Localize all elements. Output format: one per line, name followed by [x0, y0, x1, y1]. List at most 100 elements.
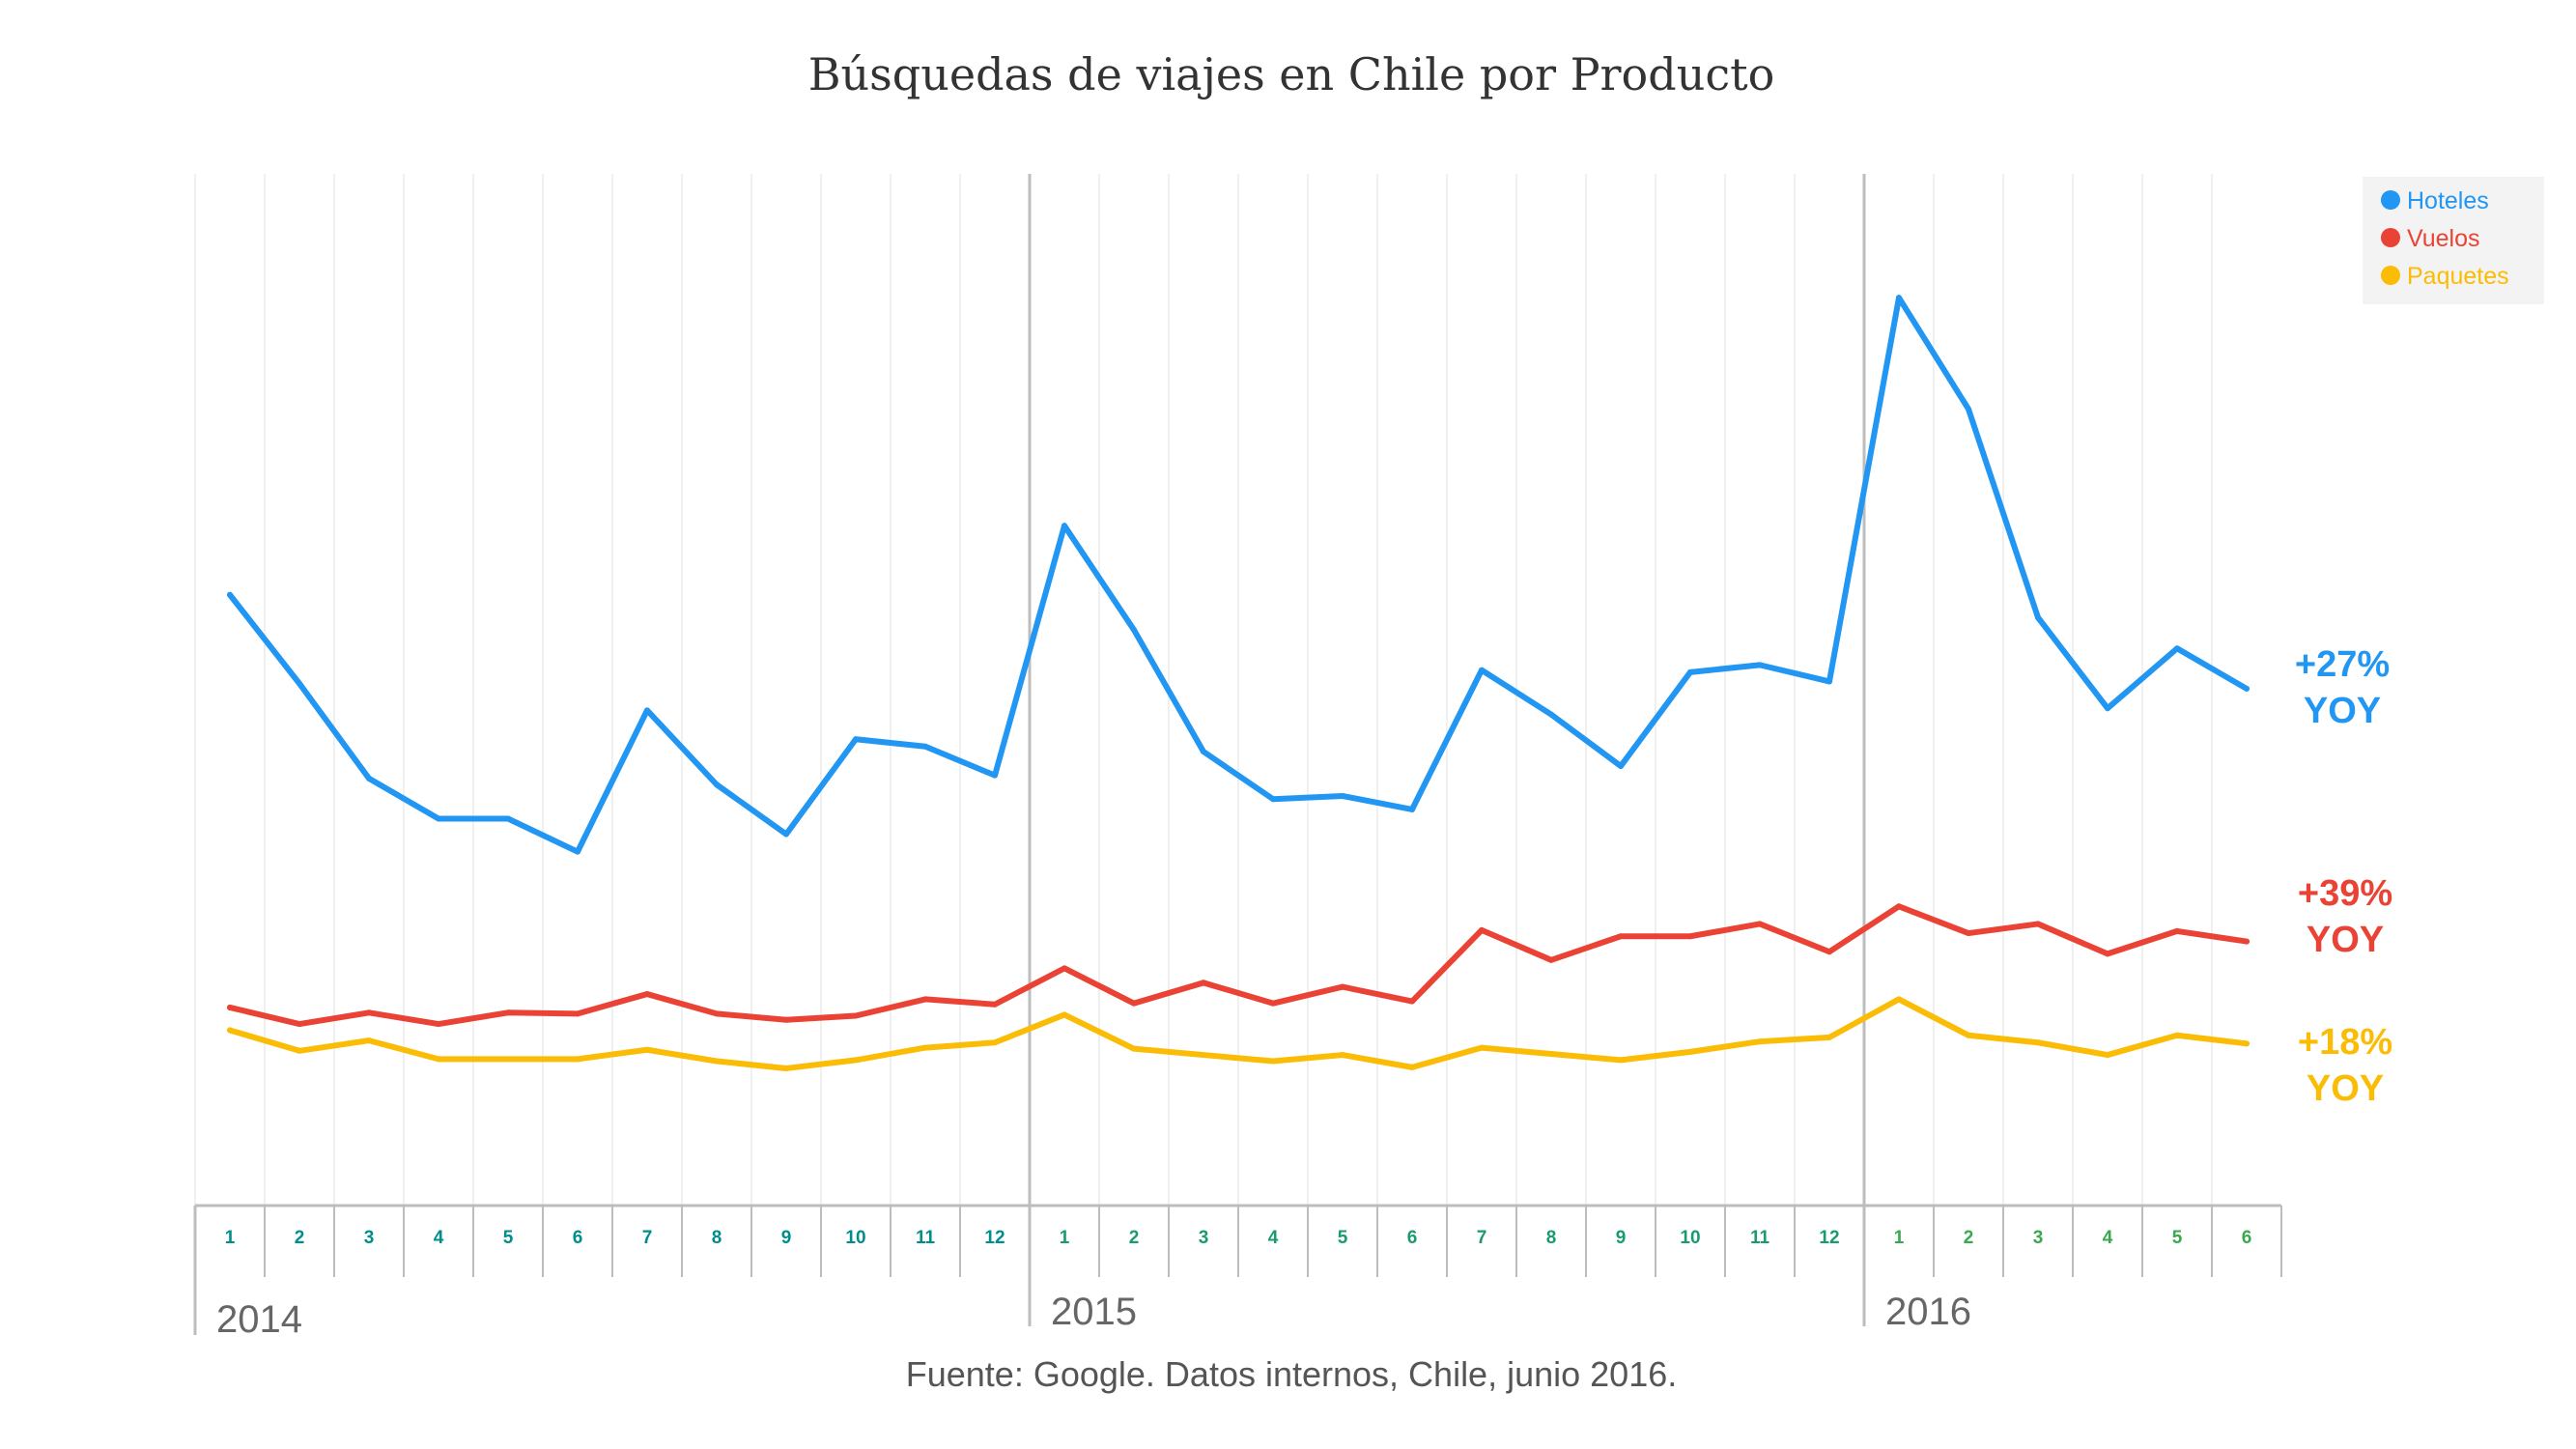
- yoy-annotation-vuelos: +39%: [2298, 873, 2392, 914]
- data-point-vuelos: [2174, 927, 2180, 934]
- month-tick-label: 9: [1616, 1228, 1627, 1248]
- month-tick-label: 6: [573, 1228, 583, 1248]
- month-tick-label: 3: [364, 1228, 375, 1248]
- data-point-paquetes: [1062, 1011, 1067, 1018]
- data-point-paquetes: [1896, 996, 1902, 1003]
- data-point-paquetes: [575, 1056, 580, 1063]
- yoy-annotation-hoteles: YOY: [2304, 691, 2381, 731]
- legend-marker-paquetes: [2381, 266, 2400, 285]
- data-point-hoteles: [1618, 763, 1624, 770]
- series-lines: [227, 295, 2250, 1071]
- source-note: Fuente: Google. Datos internos, Chile, j…: [906, 1354, 1678, 1394]
- data-point-paquetes: [436, 1056, 441, 1063]
- data-point-vuelos: [1270, 1000, 1276, 1007]
- data-point-paquetes: [227, 1027, 233, 1034]
- data-point-paquetes: [297, 1047, 302, 1054]
- data-point-vuelos: [436, 1021, 441, 1028]
- data-point-paquetes: [1409, 1064, 1415, 1070]
- data-point-paquetes: [1340, 1052, 1345, 1059]
- data-point-hoteles: [2035, 614, 2041, 621]
- data-point-vuelos: [1201, 980, 1206, 986]
- data-point-vuelos: [1826, 949, 1832, 955]
- month-tick-label: 3: [1199, 1228, 1209, 1248]
- yoy-annotation-paquetes: +18%: [2298, 1022, 2392, 1063]
- year-label: 2015: [1051, 1291, 1137, 1333]
- month-tick-label: 2: [295, 1228, 305, 1248]
- data-point-paquetes: [922, 1044, 928, 1051]
- data-point-paquetes: [1201, 1052, 1206, 1059]
- month-tick-label: 8: [712, 1228, 722, 1248]
- data-point-hoteles: [1826, 678, 1832, 685]
- data-point-vuelos: [644, 991, 650, 998]
- month-tick-label: 10: [845, 1228, 865, 1248]
- legend: Hoteles Vuelos Paquetes: [2363, 177, 2544, 304]
- data-point-vuelos: [1062, 965, 1067, 972]
- yoy-annotations: +27% YOY +39% YOY +18% YOY: [2295, 644, 2392, 1109]
- yoy-annotation-hoteles: +27%: [2295, 644, 2390, 685]
- month-tick-label: 5: [1338, 1228, 1348, 1248]
- data-point-hoteles: [714, 781, 720, 788]
- month-tick-label: 10: [1680, 1228, 1700, 1248]
- data-point-vuelos: [366, 1009, 372, 1016]
- month-tick-label: 12: [1819, 1228, 1839, 1248]
- data-point-vuelos: [1966, 930, 1971, 937]
- data-point-hoteles: [1548, 711, 1554, 718]
- data-point-hoteles: [1757, 662, 1763, 668]
- data-point-paquetes: [714, 1058, 720, 1065]
- data-point-vuelos: [2035, 921, 2041, 927]
- data-point-paquetes: [366, 1037, 372, 1044]
- data-point-hoteles: [922, 743, 928, 750]
- data-point-paquetes: [1548, 1051, 1554, 1058]
- month-tick-label: 4: [434, 1228, 444, 1248]
- data-point-hoteles: [783, 831, 789, 838]
- year-label: 2016: [1885, 1291, 1971, 1333]
- data-point-hoteles: [1201, 749, 1206, 755]
- data-point-hoteles: [1340, 793, 1345, 800]
- data-point-hoteles: [1687, 668, 1693, 675]
- data-point-hoteles: [2105, 705, 2110, 712]
- legend-label-vuelos: Vuelos: [2407, 225, 2480, 252]
- data-point-paquetes: [992, 1039, 998, 1046]
- month-tick-label: 4: [1268, 1228, 1279, 1248]
- month-tick-label: 12: [984, 1228, 1005, 1248]
- data-point-paquetes: [1687, 1048, 1693, 1055]
- data-point-hoteles: [1270, 796, 1276, 803]
- series-line-vuelos: [227, 903, 2250, 1028]
- data-point-hoteles: [575, 848, 580, 855]
- data-point-vuelos: [227, 1004, 233, 1010]
- data-point-paquetes: [783, 1065, 789, 1071]
- data-point-hoteles: [853, 736, 859, 743]
- data-point-hoteles: [436, 815, 441, 822]
- data-point-vuelos: [297, 1021, 302, 1028]
- legend-marker-hoteles: [2381, 190, 2400, 210]
- series-line-hoteles: [227, 295, 2250, 855]
- month-tick-label: 3: [2033, 1228, 2044, 1248]
- month-tick-label: 7: [1477, 1228, 1487, 1248]
- data-point-paquetes: [1479, 1044, 1485, 1051]
- legend-label-hoteles: Hoteles: [2407, 187, 2489, 214]
- month-tick-label: 9: [781, 1228, 792, 1248]
- data-point-vuelos: [1479, 926, 1485, 933]
- legend-marker-vuelos: [2381, 228, 2400, 247]
- data-point-vuelos: [505, 1009, 511, 1016]
- month-tick-label: 8: [1546, 1228, 1557, 1248]
- data-point-paquetes: [1270, 1058, 1276, 1065]
- data-point-vuelos: [1896, 903, 1902, 910]
- legend-label-paquetes: Paquetes: [2407, 263, 2509, 290]
- data-point-vuelos: [714, 1010, 720, 1017]
- data-point-vuelos: [1409, 998, 1415, 1005]
- month-tick-label: 7: [642, 1228, 653, 1248]
- month-tick-label: 1: [1060, 1228, 1070, 1248]
- data-point-hoteles: [366, 775, 372, 781]
- data-point-hoteles: [1896, 295, 1902, 301]
- yoy-annotation-paquetes: YOY: [2307, 1068, 2384, 1109]
- data-point-paquetes: [1618, 1057, 1624, 1064]
- data-point-vuelos: [1131, 1000, 1137, 1007]
- month-tick-label: 1: [225, 1228, 236, 1248]
- month-tick-label: 4: [2103, 1228, 2113, 1248]
- data-point-vuelos: [2105, 951, 2110, 957]
- data-point-hoteles: [644, 707, 650, 714]
- data-point-paquetes: [2105, 1052, 2110, 1059]
- data-point-paquetes: [1757, 1038, 1763, 1045]
